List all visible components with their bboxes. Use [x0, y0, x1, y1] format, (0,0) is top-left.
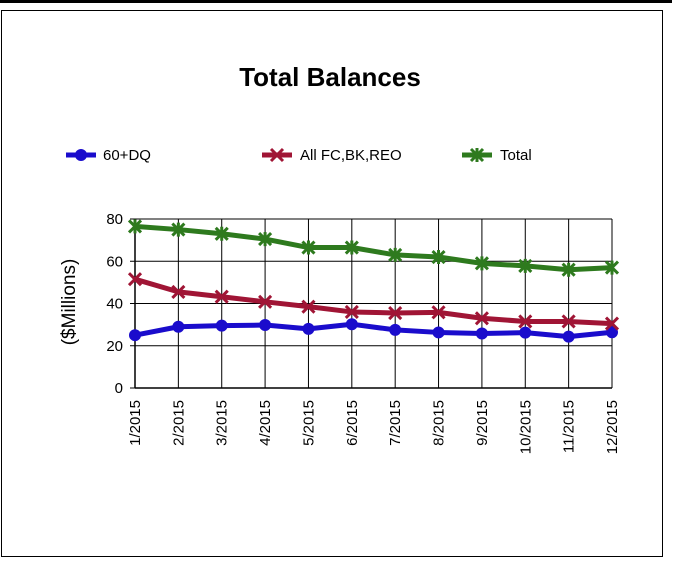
- legend-label-total: Total: [500, 147, 532, 164]
- data-point: [258, 232, 273, 247]
- x-tick-label: 7/2015: [387, 400, 404, 446]
- x-tick-label: 11/2015: [561, 400, 578, 453]
- y-tick-label: 40: [106, 296, 123, 313]
- series-line: [134, 321, 613, 340]
- series-group: [127, 219, 620, 343]
- data-point: [388, 305, 403, 321]
- data-point: [606, 326, 618, 339]
- x-tick-labels: 1/2015 2/2015 3/2015 4/2015 5/2015 6/2015 7/20…: [127, 400, 621, 454]
- data-point: [259, 319, 272, 332]
- data-point: [301, 240, 316, 255]
- x-tick-label: 5/2015: [300, 400, 317, 446]
- data-point: [345, 318, 358, 331]
- legend-marker-x-icon: [269, 147, 285, 163]
- data-point: [431, 305, 446, 320]
- data-point: [302, 322, 315, 335]
- grid: [134, 218, 613, 389]
- top-rule: [0, 0, 672, 3]
- y-tick-label: 0: [115, 380, 123, 397]
- legend-item-total: Total: [462, 147, 532, 164]
- data-point: [127, 272, 143, 287]
- y-tick-labels: 0 20 40 60 80: [106, 211, 123, 397]
- data-point: [344, 304, 359, 320]
- legend-marker-circle-icon: [75, 149, 87, 161]
- x-tick-label: 4/2015: [257, 400, 274, 446]
- data-point: [475, 327, 488, 340]
- series-1: [127, 272, 620, 331]
- data-point: [474, 256, 489, 271]
- data-point: [171, 284, 186, 299]
- data-point: [562, 330, 575, 343]
- x-tick-label: 6/2015: [344, 400, 361, 446]
- data-point: [214, 226, 229, 241]
- y-axis-label: ($Millions): [59, 259, 80, 346]
- chart-frame: [1, 10, 663, 557]
- series-line: [134, 223, 613, 273]
- data-point: [604, 260, 620, 275]
- data-point: [129, 329, 141, 342]
- data-point: [344, 240, 359, 255]
- series-0: [129, 318, 618, 343]
- data-point: [432, 326, 445, 339]
- data-point: [518, 314, 533, 329]
- series-2: [127, 219, 620, 277]
- data-point: [215, 319, 228, 332]
- x-tick-label: 3/2015: [214, 400, 231, 446]
- x-tick-label: 2/2015: [170, 400, 187, 446]
- legend-item-60dq: 60+DQ: [66, 147, 151, 164]
- data-point: [258, 294, 273, 309]
- data-point: [474, 311, 489, 326]
- data-point: [127, 219, 143, 234]
- x-tick-label: 9/2015: [474, 400, 491, 446]
- y-tick-label: 60: [106, 253, 123, 270]
- axes: [130, 218, 612, 389]
- legend-item-fc-bk-reo: All FC,BK,REO: [262, 147, 402, 164]
- legend-marker-star-icon: [469, 147, 485, 163]
- data-point: [431, 249, 446, 265]
- data-point: [301, 299, 316, 314]
- legend-label-60dq: 60+DQ: [103, 147, 151, 164]
- data-point: [172, 320, 185, 333]
- x-tick-label: 8/2015: [431, 400, 448, 446]
- data-point: [561, 314, 576, 329]
- data-point: [214, 289, 229, 304]
- series-line: [134, 276, 613, 327]
- legend: 60+DQ All FC,BK,REO Total: [66, 147, 532, 164]
- x-tick-label: 1/2015: [127, 400, 144, 446]
- x-tick-label: 12/2015: [604, 400, 621, 454]
- y-tick-label: 20: [106, 338, 123, 355]
- data-point: [388, 247, 403, 262]
- data-point: [604, 316, 620, 331]
- data-point: [561, 262, 576, 277]
- data-point: [171, 222, 186, 237]
- y-tick-label: 80: [106, 211, 123, 228]
- data-point: [389, 323, 402, 336]
- data-point: [519, 326, 532, 339]
- x-tick-label: 10/2015: [517, 400, 534, 454]
- legend-label-fc-bk-reo: All FC,BK,REO: [300, 147, 402, 164]
- chart-title: Total Balances: [239, 62, 421, 92]
- data-point: [518, 258, 533, 273]
